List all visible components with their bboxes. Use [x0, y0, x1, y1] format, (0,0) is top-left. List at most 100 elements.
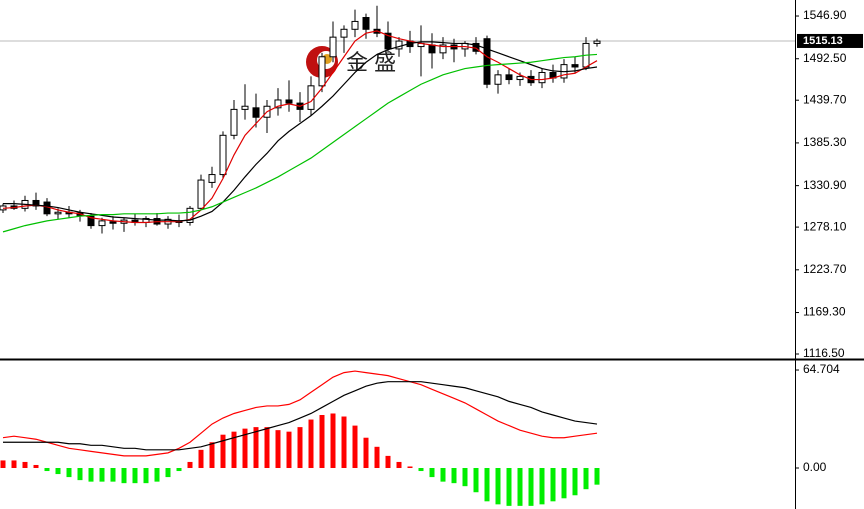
y-tick-label: 1546.90: [803, 8, 847, 22]
y-tick-label: 1492.50: [803, 51, 847, 65]
histogram-bar: [297, 427, 303, 469]
histogram-bar: [33, 464, 39, 469]
histogram-bar: [0, 460, 6, 469]
candle-body: [340, 28, 348, 38]
candle-body: [230, 108, 238, 136]
y-tick-label: 1116.50: [803, 346, 845, 360]
y-tick-label: 1330.90: [803, 178, 847, 192]
histogram-bar: [154, 468, 160, 482]
histogram-bar: [220, 434, 226, 469]
histogram-bar: [396, 461, 402, 469]
histogram-bar: [341, 416, 347, 469]
indicator-line: [2, 53, 598, 233]
candle-body: [384, 32, 392, 50]
y-tick-label: 1223.70: [803, 262, 847, 276]
candle-body: [54, 211, 62, 215]
candle-body: [428, 44, 436, 54]
histogram-bar: [572, 468, 578, 496]
y-tick-label: 1278.10: [803, 219, 847, 233]
histogram-bar: [385, 455, 391, 469]
histogram-bar: [539, 468, 545, 505]
histogram-bar: [88, 468, 94, 482]
histogram-bar: [209, 442, 215, 469]
histogram-bar: [121, 468, 127, 484]
histogram-bar: [110, 468, 116, 482]
candle-body: [593, 40, 601, 44]
candle-body: [186, 207, 194, 223]
histogram-bar: [583, 468, 589, 490]
candle-body: [494, 74, 502, 85]
histogram-bar: [77, 468, 83, 481]
y-tick-label: 64.704: [803, 362, 840, 376]
histogram-bar: [517, 468, 523, 506]
histogram-bar: [176, 468, 182, 472]
candle-body: [87, 215, 95, 227]
histogram-bar: [528, 468, 534, 506]
histogram-bar: [594, 468, 600, 485]
indicator-line: [3, 381, 598, 451]
indicator-line: [3, 41, 598, 222]
candle-body: [395, 40, 403, 50]
histogram-bar: [462, 468, 468, 487]
candle-body: [307, 85, 315, 110]
histogram-bar: [451, 468, 457, 484]
histogram-bar: [44, 468, 50, 472]
candle-body: [362, 17, 370, 30]
histogram-bar: [66, 468, 72, 478]
histogram-bar: [264, 427, 270, 469]
candle-body: [219, 134, 227, 176]
candle-body: [197, 179, 205, 209]
histogram-bar: [440, 468, 446, 482]
histogram-bar: [495, 468, 501, 505]
indicator-line: [2, 30, 598, 224]
candle-body: [571, 64, 579, 68]
histogram-bar: [308, 419, 314, 469]
histogram-bar: [22, 461, 28, 469]
histogram-bar: [165, 468, 171, 478]
histogram-bar: [319, 415, 325, 469]
y-tick-label: 0.00: [803, 460, 827, 474]
current-price-label: 1515.13: [803, 35, 843, 47]
candle-body: [208, 174, 216, 183]
histogram-bar: [550, 468, 556, 502]
histogram-bar: [363, 437, 369, 469]
histogram-bar: [11, 460, 17, 469]
histogram-bar: [253, 427, 259, 469]
histogram-bar: [231, 431, 237, 469]
candle-body: [483, 38, 491, 85]
watermark-text: 金 盛: [346, 50, 396, 75]
histogram-bar: [352, 425, 358, 469]
histogram-bar: [99, 468, 105, 482]
candle-body: [98, 220, 106, 227]
histogram-bar: [198, 449, 204, 469]
histogram-bar: [242, 428, 248, 469]
histogram-bar: [418, 468, 424, 472]
histogram-bar: [506, 468, 512, 506]
candle-body: [32, 199, 40, 207]
histogram-bar: [429, 468, 435, 478]
histogram-bar: [484, 468, 490, 502]
candle-body: [505, 74, 513, 81]
histogram-bar: [187, 461, 193, 469]
y-tick-label: 1439.70: [803, 92, 847, 106]
histogram-bar: [330, 413, 336, 469]
candle-body: [351, 20, 359, 30]
candle-body: [516, 75, 524, 81]
histogram-bar: [374, 446, 380, 469]
histogram-bar: [143, 468, 149, 484]
indicator-line: [2, 370, 598, 457]
y-tick-label: 1385.30: [803, 135, 847, 149]
candle-body: [274, 99, 282, 109]
current-price-box: [797, 33, 863, 48]
histogram-bar: [132, 468, 138, 484]
candle-body: [538, 71, 546, 84]
candle-body: [252, 107, 260, 118]
histogram-bar: [561, 468, 567, 499]
histogram-bar: [286, 431, 292, 469]
candle-body: [241, 105, 249, 110]
histogram-bar: [473, 468, 479, 493]
candle-body: [439, 44, 447, 54]
histogram-bar: [275, 430, 281, 469]
